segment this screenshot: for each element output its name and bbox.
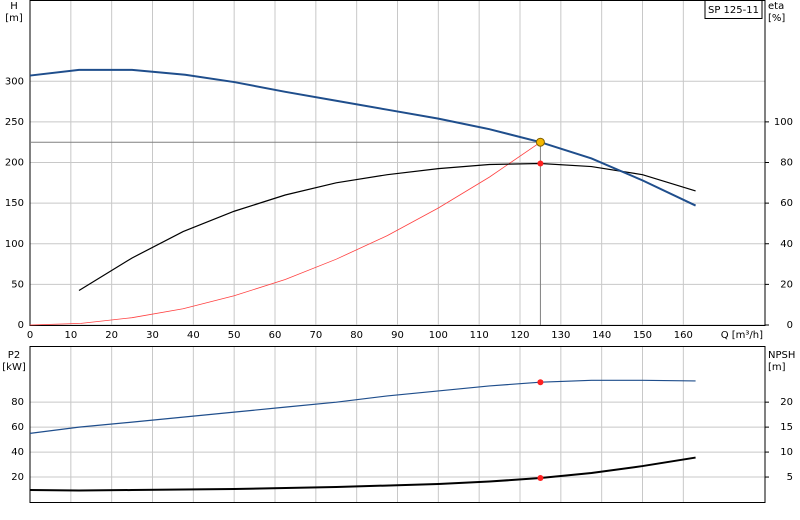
y2-axis-label: NPSH xyxy=(768,350,795,361)
x-tick-label: 0 xyxy=(27,330,33,341)
y2-axis-unit: [%] xyxy=(768,13,785,24)
y2-tick-label: 40 xyxy=(780,239,793,250)
x-tick-label: 80 xyxy=(350,330,363,341)
y-tick-label: 20 xyxy=(11,472,24,483)
x-tick-label: 150 xyxy=(633,330,652,341)
operating-point xyxy=(537,475,544,482)
y-tick-label: 80 xyxy=(11,397,24,408)
x-tick-label: 100 xyxy=(429,330,448,341)
x-tick-label: 50 xyxy=(228,330,241,341)
y2-tick-label: 20 xyxy=(780,397,793,408)
curve xyxy=(29,141,541,326)
title-box xyxy=(704,0,763,19)
x-tick-label: 120 xyxy=(510,330,529,341)
x-tick-label: 140 xyxy=(592,330,611,341)
x-tick-label: 110 xyxy=(470,330,489,341)
y-tick-label: 200 xyxy=(5,158,24,169)
x-tick-label: 60 xyxy=(269,330,282,341)
x-axis-label: Q [m³/h] xyxy=(721,330,763,341)
curve xyxy=(29,456,696,492)
y2-tick-label: 100 xyxy=(774,117,793,128)
y2-axis-label: eta xyxy=(768,1,784,12)
y2-tick-label: 10 xyxy=(780,447,793,458)
x-tick-label: 130 xyxy=(551,330,570,341)
y2-tick-label: 5 xyxy=(787,472,793,483)
y-tick-label: 100 xyxy=(5,239,24,250)
y2-tick-label: 20 xyxy=(780,279,793,290)
y2-axis-unit: [m] xyxy=(768,362,786,373)
y2-tick-label: 80 xyxy=(780,158,793,169)
x-tick-label: 30 xyxy=(146,330,159,341)
y2-tick-label: 60 xyxy=(780,198,793,209)
y2-tick-label: 15 xyxy=(780,422,793,433)
y-axis-unit: [kW] xyxy=(2,362,26,373)
curve xyxy=(29,379,696,434)
y-tick-label: 40 xyxy=(11,447,24,458)
plot-frame xyxy=(29,0,766,326)
y-axis-label: P2 xyxy=(8,350,20,361)
y-tick-label: 300 xyxy=(5,76,24,87)
y-axis-label: H xyxy=(10,1,18,12)
plot-frame xyxy=(29,346,766,503)
x-tick-label: 90 xyxy=(391,330,404,341)
curve xyxy=(29,68,697,207)
x-tick-label: 160 xyxy=(674,330,693,341)
operating-point xyxy=(535,137,545,147)
operating-point xyxy=(537,160,544,167)
y-tick-label: 0 xyxy=(18,320,24,331)
chart-title: SP 125-11 xyxy=(708,5,759,16)
operating-point xyxy=(537,379,544,386)
y2-tick-label: 0 xyxy=(787,320,793,331)
curve xyxy=(78,162,696,291)
y-tick-label: 150 xyxy=(5,198,24,209)
x-tick-label: 20 xyxy=(105,330,118,341)
x-tick-label: 40 xyxy=(187,330,200,341)
y-tick-label: 250 xyxy=(5,117,24,128)
y-tick-label: 60 xyxy=(11,422,24,433)
y-axis-unit: [m] xyxy=(5,13,23,24)
x-tick-label: 70 xyxy=(309,330,322,341)
x-tick-label: 10 xyxy=(64,330,77,341)
y-tick-label: 50 xyxy=(11,279,24,290)
guide-line xyxy=(30,141,541,325)
